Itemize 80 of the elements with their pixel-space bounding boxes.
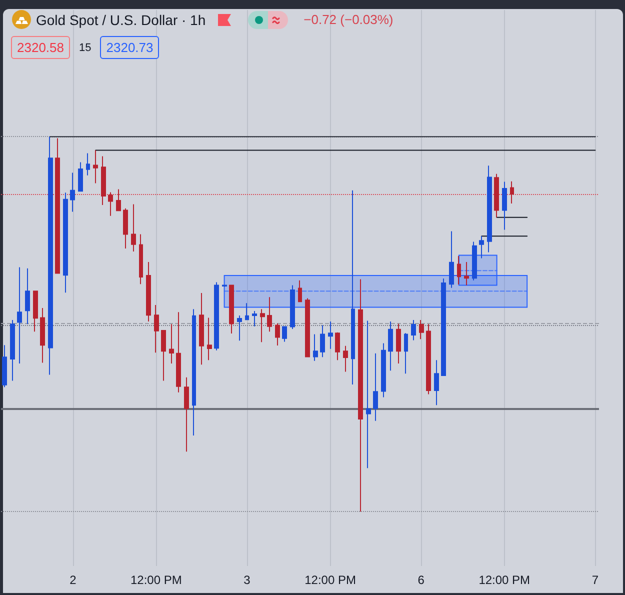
candlestick (381, 342, 386, 398)
text: 2320.58 (11, 36, 70, 59)
candlestick (237, 315, 242, 342)
candlestick (449, 230, 454, 288)
candlestick (93, 150, 98, 184)
candlestick (313, 334, 318, 362)
candlestick (388, 321, 393, 372)
x-tick-label: 7 (592, 573, 599, 587)
candlestick (123, 208, 128, 249)
x-tick-label: 12:00 PM (478, 573, 530, 587)
candlestick (502, 181, 507, 230)
candlestick (282, 326, 287, 342)
candlestick (199, 292, 204, 366)
candlestick (252, 310, 257, 327)
chart-title: Gold Spot / U.S. Dollar · 1h (36, 12, 206, 28)
candlestick (169, 324, 174, 364)
candlestick (358, 278, 363, 512)
candlestick (207, 317, 212, 361)
candlestick (214, 282, 219, 351)
candlestick (494, 173, 499, 218)
candlestick (139, 234, 143, 285)
candlestick (40, 308, 45, 364)
x-tick-label: 3 (244, 573, 251, 587)
candlestick (2, 344, 7, 388)
candlestick (457, 255, 461, 285)
candlestick (335, 332, 340, 361)
candlestick (472, 241, 477, 281)
candlestick (154, 304, 159, 354)
candlestick (366, 320, 371, 469)
candlestick (222, 284, 227, 288)
candlestick (101, 156, 106, 206)
candlestick (116, 188, 121, 212)
x-tick-label: 12:00 PM (130, 573, 182, 587)
candlestick (55, 138, 60, 274)
candlestick (184, 376, 189, 452)
candlestick (146, 261, 151, 322)
candlestick (487, 165, 492, 253)
candlestick (131, 204, 136, 252)
candlestick (48, 136, 53, 376)
candlestick (267, 296, 272, 332)
candlestick (464, 261, 469, 286)
candlestick (78, 162, 83, 192)
candlestick (260, 308, 265, 343)
x-tick-label: 6 (418, 573, 425, 587)
candlestick (176, 312, 181, 393)
text: 2320.73 (100, 36, 160, 59)
candlestick (161, 330, 166, 382)
candlestick (305, 298, 310, 358)
text: −0.72 (−0.03%) (304, 12, 394, 27)
candlestick (229, 284, 234, 334)
candlestick (373, 352, 378, 422)
candlestick (192, 308, 196, 436)
candlestick (351, 190, 355, 386)
candlestick (70, 172, 75, 212)
x-tick-label: 2 (70, 573, 77, 587)
candlestick (328, 321, 333, 350)
candlestick (25, 268, 30, 325)
candlestick (479, 236, 484, 259)
candlestick (298, 280, 302, 302)
text: 15 (79, 42, 92, 54)
candlestick (396, 323, 401, 364)
candlestick (426, 324, 431, 395)
candlestick (434, 360, 439, 406)
candlestick (419, 320, 424, 340)
candlestick (275, 322, 280, 346)
candlestick (411, 320, 416, 341)
candlestick (10, 320, 15, 382)
candlestick (510, 180, 514, 204)
candlestick (290, 284, 295, 330)
candlestick (108, 192, 113, 216)
candlestick (441, 278, 446, 376)
candlestick (343, 345, 348, 372)
candlestick (245, 302, 249, 320)
candlestick (404, 332, 408, 374)
candlestick (33, 290, 38, 332)
candlestick (320, 324, 325, 358)
candlestick (86, 152, 90, 176)
candlestick (63, 192, 68, 294)
candlestick (17, 266, 22, 364)
x-tick-label: 12:00 PM (304, 573, 356, 587)
